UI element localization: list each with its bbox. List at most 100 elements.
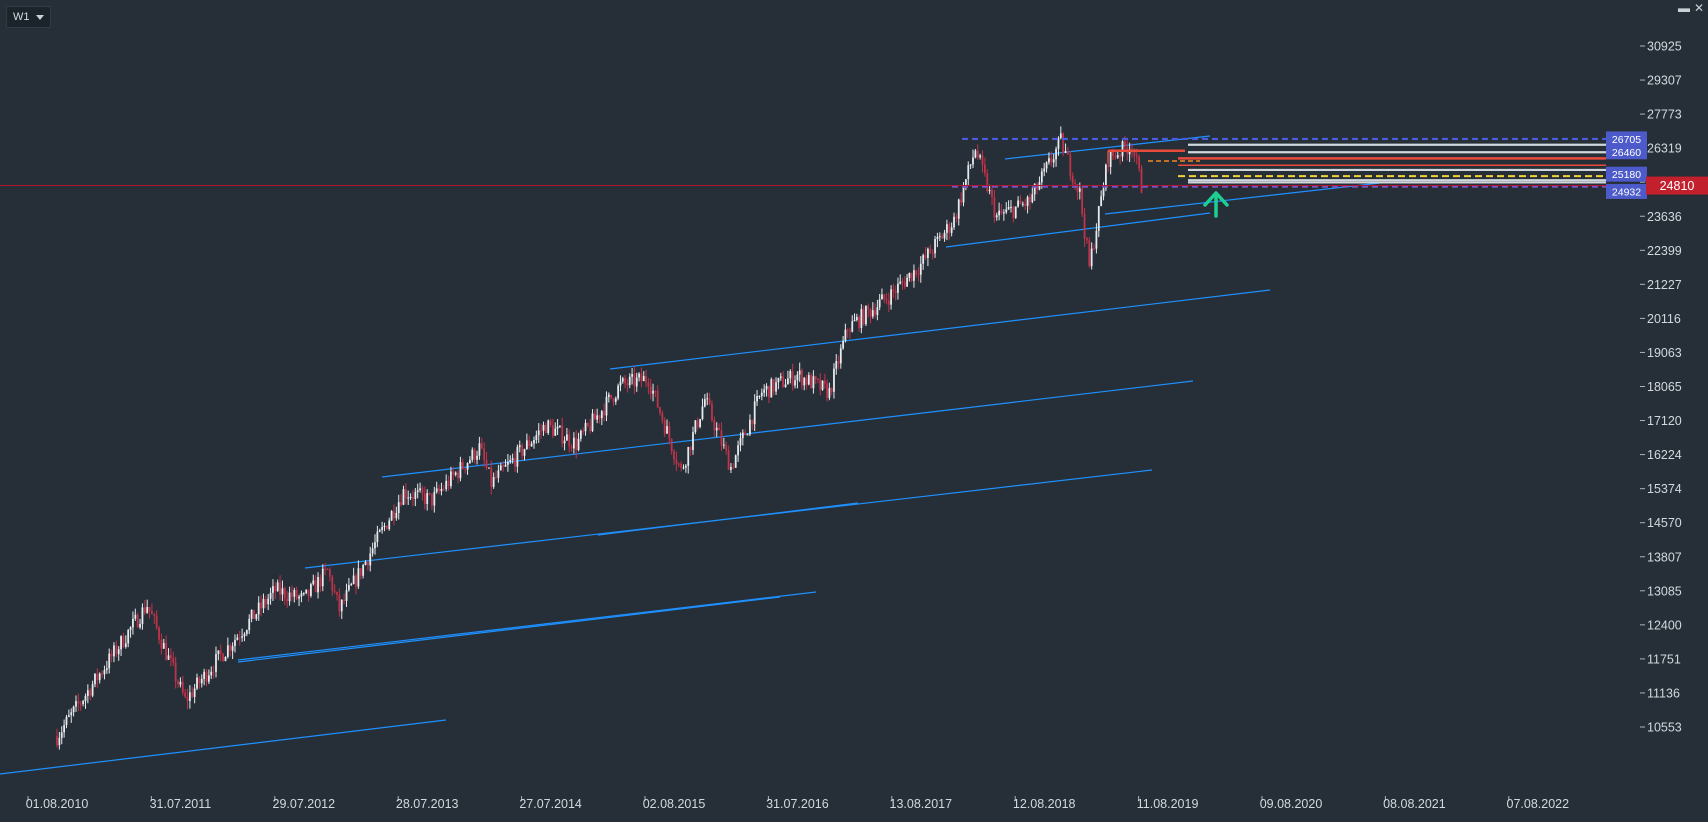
candle-body: [725, 444, 728, 451]
candle-body: [1050, 158, 1053, 163]
candle-body: [855, 317, 858, 320]
candle-body: [593, 413, 596, 420]
candle-body: [1007, 207, 1010, 210]
candle-body: [647, 382, 650, 387]
time-tick-label: 02.08.2015: [643, 797, 706, 811]
candle-body: [447, 480, 450, 487]
candle-body: [584, 423, 587, 432]
candle-body: [158, 627, 160, 640]
candle-body: [414, 492, 417, 499]
candle-body: [143, 607, 146, 613]
candle-body: [343, 599, 346, 601]
candle-body: [860, 309, 863, 328]
candle-body: [603, 411, 606, 416]
candle-body: [331, 576, 334, 591]
candle-body: [248, 618, 251, 631]
candle-body: [1062, 133, 1065, 153]
candle-body: [426, 493, 429, 504]
candle-body: [995, 215, 998, 218]
candle-body: [779, 376, 782, 379]
candle-body: [874, 310, 876, 315]
close-icon[interactable]: ✕: [1693, 1, 1704, 15]
time-axis[interactable]: 01.08.2010 31.07.2011 29.07.2012 28.07.2013…: [26, 796, 1569, 811]
candle-body: [77, 701, 80, 704]
candle-body: [772, 379, 775, 392]
candle-body: [837, 361, 840, 364]
candle-body: [967, 165, 970, 180]
candle-body: [321, 568, 324, 587]
candle-body: [862, 309, 865, 325]
candle-body: [1048, 158, 1050, 163]
candle-body: [929, 248, 932, 254]
candle-body: [887, 300, 890, 305]
candle-body: [991, 190, 993, 197]
candle-body: [338, 594, 341, 612]
candle-body: [129, 627, 132, 631]
candle-body: [397, 502, 400, 513]
candle-body: [1057, 137, 1060, 149]
candle-body: [619, 381, 622, 386]
candle-body: [58, 737, 61, 746]
trend-line: [945, 212, 1211, 248]
candle-body: [885, 299, 888, 301]
candle-body: [431, 493, 433, 506]
minimize-icon[interactable]: ▬: [1677, 1, 1690, 15]
candle-body: [1119, 155, 1122, 157]
current-price-label: 24810: [1660, 179, 1695, 193]
candle-body: [638, 373, 640, 378]
candle-body: [535, 435, 538, 441]
candle-body: [922, 255, 925, 264]
candle-body: [241, 636, 243, 638]
candle-body: [924, 255, 927, 258]
candle-body: [402, 489, 405, 505]
candle-body: [514, 458, 516, 467]
candle-body: [894, 291, 897, 293]
candle-body: [518, 445, 521, 448]
candle-body: [1024, 203, 1027, 206]
candle-body: [1121, 141, 1124, 157]
candle-body: [881, 294, 883, 300]
candle-body: [438, 488, 440, 492]
candle-body: [490, 467, 493, 487]
candle-body: [485, 459, 488, 468]
candle-body: [699, 419, 702, 427]
candle-body: [502, 465, 505, 467]
candle-body: [931, 253, 934, 255]
candle-body: [737, 445, 739, 456]
candle-body: [492, 477, 495, 487]
candle-body: [605, 396, 608, 416]
candle-body: [435, 488, 438, 492]
candle-body: [842, 340, 845, 349]
candle-body: [865, 305, 867, 325]
candle-body: [293, 589, 296, 597]
time-tick-label: 01.08.2010: [26, 797, 89, 811]
candle-body: [696, 420, 699, 427]
price-tick-label: 12400: [1647, 618, 1682, 632]
candle-body: [897, 283, 899, 293]
candle-body: [295, 589, 298, 599]
candle-body: [264, 599, 267, 605]
candle-body: [817, 378, 819, 380]
candle-body: [404, 489, 407, 499]
trend-line: [597, 502, 859, 536]
timeframe-selector[interactable]: W1: [6, 6, 51, 28]
candle-body: [113, 645, 115, 657]
candle-body: [127, 630, 130, 644]
candle-body: [554, 428, 557, 436]
candle-body: [579, 430, 582, 439]
candle-body: [86, 690, 89, 696]
candle-body: [234, 639, 236, 646]
candle-body: [122, 636, 125, 647]
candle-body: [1123, 141, 1126, 148]
candle-body: [355, 575, 357, 587]
candle-body: [179, 681, 182, 685]
price-tick-label: 17120: [1647, 414, 1682, 428]
candle-body: [347, 585, 350, 591]
candle-body: [633, 374, 636, 387]
candle-body: [450, 471, 452, 487]
candle-body: [552, 424, 554, 436]
candle-body: [103, 670, 106, 675]
current-price-tag: [1646, 176, 1708, 195]
candle-body: [744, 432, 747, 435]
